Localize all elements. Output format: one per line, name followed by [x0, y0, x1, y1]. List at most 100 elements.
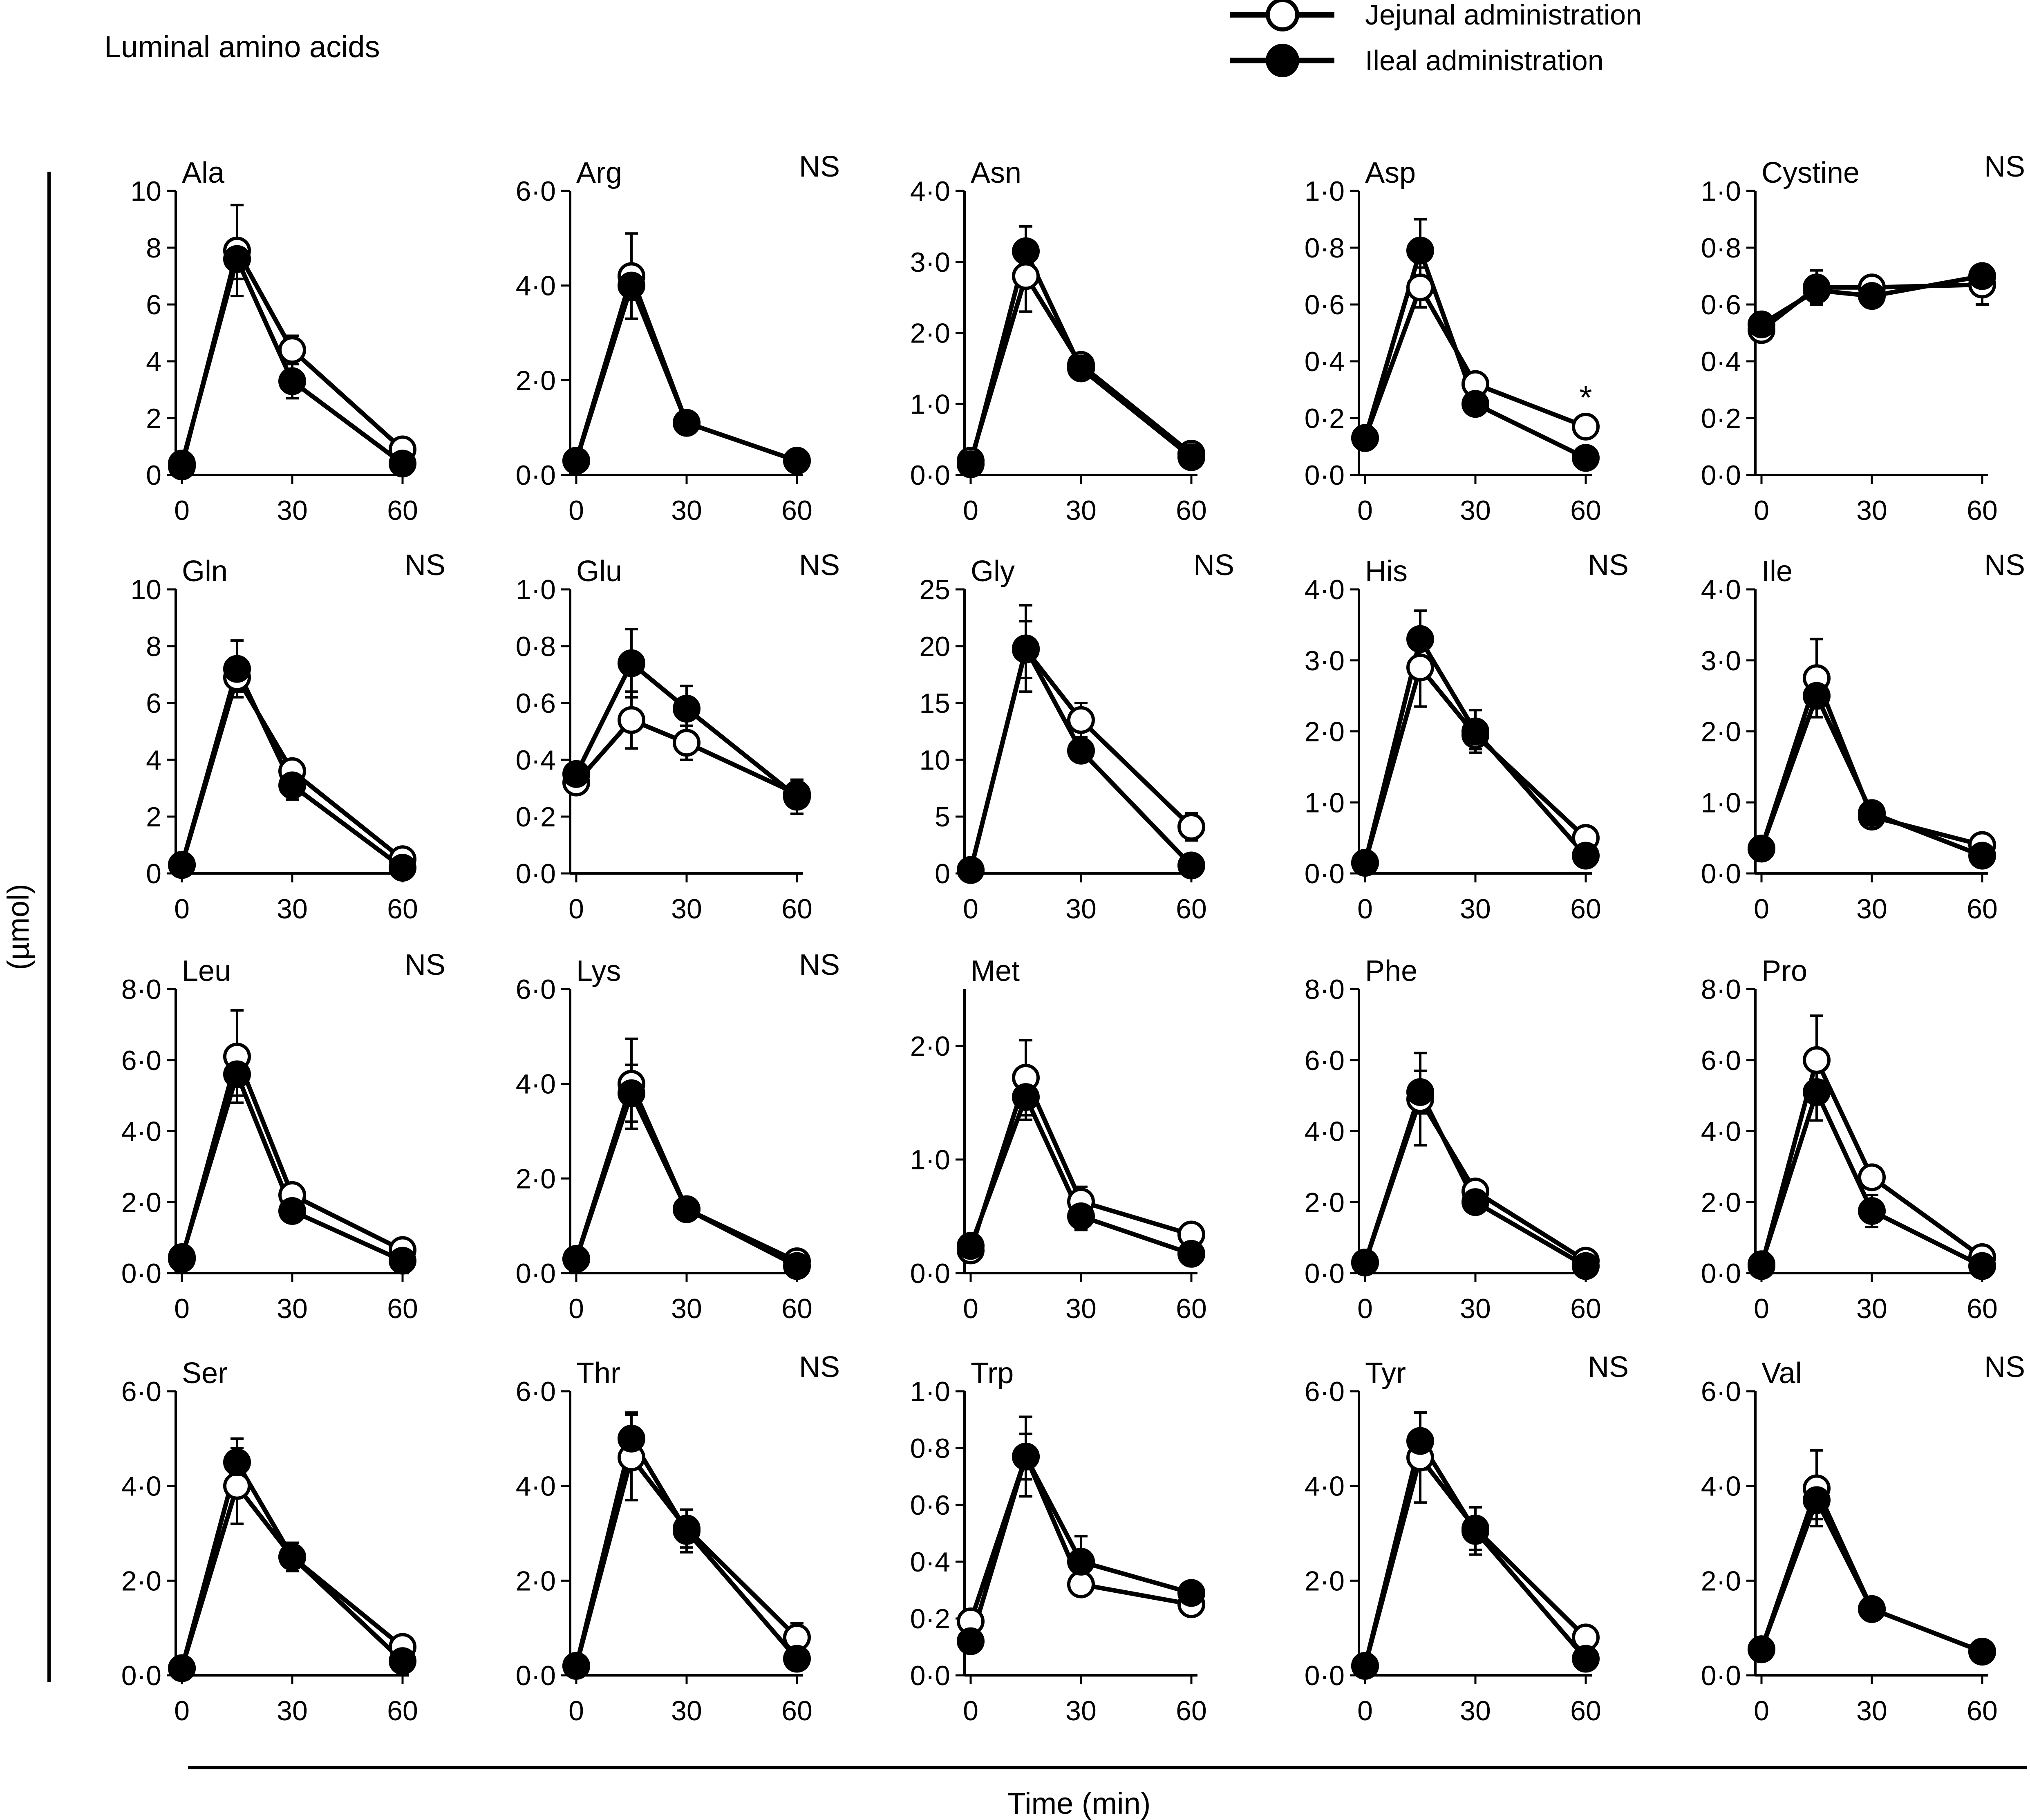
x-tick-label-val: 30 — [1856, 1695, 1887, 1726]
ileal-point-thr — [783, 1645, 811, 1673]
x-tick-label-his: 60 — [1570, 893, 1601, 925]
panel-sig-glu: NS — [799, 549, 840, 582]
panel-title-lys: Lys — [576, 955, 621, 987]
ileal-point-trp — [1177, 1579, 1205, 1607]
y-tick-label-met: 1·0 — [910, 1144, 950, 1175]
y-tick-label-lys: 2·0 — [516, 1163, 556, 1194]
panel-asn: Asn 0·0 1·0 2·0 3·0 4·0 0 30 60 — [910, 157, 1207, 526]
ileal-point-gln — [223, 655, 251, 683]
panel-title-val: Val — [1761, 1357, 1802, 1390]
ileal-point-ser — [278, 1543, 306, 1571]
ileal-point-gly — [1067, 737, 1095, 765]
jejunal-series-line-thr — [574, 1455, 799, 1667]
y-tick-label-phe: 2·0 — [1305, 1187, 1345, 1218]
y-axis-label: (µmol) — [1, 884, 35, 970]
y-tick-label-gly: 20 — [919, 631, 950, 662]
y-tick-label-thr: 2·0 — [516, 1565, 556, 1596]
y-tick-label-ser: 2·0 — [121, 1565, 161, 1596]
panel-gly: Gly NS 0 5 10 15 20 25 0 30 60 — [919, 549, 1234, 925]
x-tick-label-his: 0 — [1357, 893, 1373, 925]
x-tick-label-met: 0 — [963, 1293, 978, 1324]
panel-sig-ile: NS — [1984, 549, 2025, 582]
ileal-point-val — [1748, 1635, 1775, 1663]
legend-ileal-label: Ileal administration — [1365, 45, 1604, 76]
y-tick-label-glu: 0·0 — [516, 858, 556, 889]
x-tick-label-gln: 0 — [174, 893, 190, 925]
panel-leu: Leu NS 0·0 2·0 4·0 6·0 8·0 0 30 60 — [121, 949, 445, 1324]
y-tick-label-gly: 25 — [919, 574, 950, 605]
x-tick-label-met: 60 — [1176, 1293, 1207, 1324]
x-axis-label: Time (min) — [1007, 1786, 1151, 1820]
ileal-series-line-ala — [179, 257, 404, 466]
y-tick-label-trp: 0·0 — [910, 1660, 950, 1691]
jejunal-point-pro — [1858, 1163, 1886, 1191]
significance-star-asp: * — [1579, 379, 1592, 416]
y-tick-label-asn: 3·0 — [910, 247, 950, 278]
panel-title-met: Met — [971, 955, 1020, 987]
ileal-point-leu — [223, 1060, 251, 1088]
ileal-point-his — [1406, 625, 1434, 653]
ileal-point-ile — [1968, 842, 1996, 870]
panel-title-ala: Ala — [182, 157, 225, 189]
y-tick-label-gly: 15 — [919, 688, 950, 719]
x-tick-label-phe: 60 — [1570, 1293, 1601, 1324]
ileal-point-pro — [1858, 1197, 1886, 1225]
ileal-point-lys — [618, 1079, 645, 1107]
ileal-point-gln — [278, 771, 306, 799]
y-tick-label-pro: 2·0 — [1701, 1187, 1741, 1218]
ileal-point-glu — [673, 694, 701, 723]
panel-sig-cystine: NS — [1984, 150, 2025, 183]
ileal-point-tyr — [1351, 1652, 1379, 1680]
y-tick-label-cystine: 1·0 — [1701, 176, 1741, 207]
panel-his: His NS 0·0 1·0 2·0 3·0 4·0 0 30 60 — [1305, 549, 1629, 925]
ileal-series-line-asn — [968, 249, 1193, 465]
x-tick-label-pro: 0 — [1754, 1293, 1769, 1324]
y-tick-label-val: 6·0 — [1701, 1376, 1741, 1407]
y-tick-label-thr: 4·0 — [516, 1471, 556, 1502]
y-tick-label-val: 0·0 — [1701, 1660, 1741, 1691]
panel-ala: Ala 0 2 4 6 8 10 0 30 60 — [130, 157, 418, 526]
y-tick-label-arg: 2·0 — [516, 365, 556, 396]
y-tick-label-glu: 0·8 — [516, 631, 556, 662]
x-tick-label-leu: 30 — [277, 1293, 308, 1324]
x-tick-label-glu: 0 — [568, 893, 584, 925]
x-tick-label-gln: 30 — [277, 893, 308, 925]
jejunal-point-ala — [278, 336, 306, 364]
y-tick-label-lys: 0·0 — [516, 1258, 556, 1289]
ileal-point-thr — [618, 1424, 645, 1453]
figure-title: Luminal amino acids — [104, 30, 380, 64]
legend: Jejunal administration Ileal administrat… — [1230, 0, 1642, 77]
ileal-point-arg — [673, 409, 701, 437]
ileal-point-asp — [1351, 424, 1379, 452]
ileal-series-line-gly — [968, 646, 1193, 871]
ileal-series-line-leu — [179, 1072, 404, 1263]
ileal-point-trp — [957, 1627, 985, 1655]
y-tick-label-asp: 1·0 — [1305, 176, 1345, 207]
jejunal-point-pro — [1803, 1046, 1831, 1074]
ileal-point-gly — [1012, 634, 1040, 663]
y-tick-label-tyr: 4·0 — [1305, 1471, 1345, 1502]
x-tick-label-thr: 0 — [568, 1695, 584, 1726]
ileal-point-leu — [389, 1247, 416, 1275]
ileal-point-ala — [223, 245, 251, 273]
x-tick-label-asp: 60 — [1570, 495, 1601, 526]
panel-title-trp: Trp — [971, 1357, 1014, 1390]
y-tick-label-leu: 0·0 — [121, 1258, 161, 1289]
y-tick-label-ala: 10 — [130, 176, 161, 207]
ileal-point-asn — [1177, 443, 1205, 471]
ileal-series-line-arg — [574, 283, 798, 463]
panel-sig-thr: NS — [799, 1351, 840, 1383]
x-tick-label-arg: 60 — [781, 495, 812, 526]
panel-ser: Ser 0·0 2·0 4·0 6·0 0 30 60 — [121, 1357, 418, 1726]
y-tick-label-gly: 0 — [935, 858, 950, 889]
x-tick-label-asn: 0 — [963, 495, 978, 526]
ileal-point-his — [1462, 717, 1489, 745]
jejunal-series-line-tyr — [1363, 1455, 1587, 1667]
legend-jejunal-marker — [1266, 0, 1299, 31]
ileal-point-asp — [1406, 236, 1434, 264]
ileal-point-arg — [562, 447, 590, 475]
x-tick-label-pro: 30 — [1856, 1293, 1887, 1324]
jejunal-series-line-pro — [1759, 1058, 1984, 1267]
x-tick-label-thr: 30 — [671, 1695, 702, 1726]
ileal-series-line-met — [968, 1095, 1192, 1256]
